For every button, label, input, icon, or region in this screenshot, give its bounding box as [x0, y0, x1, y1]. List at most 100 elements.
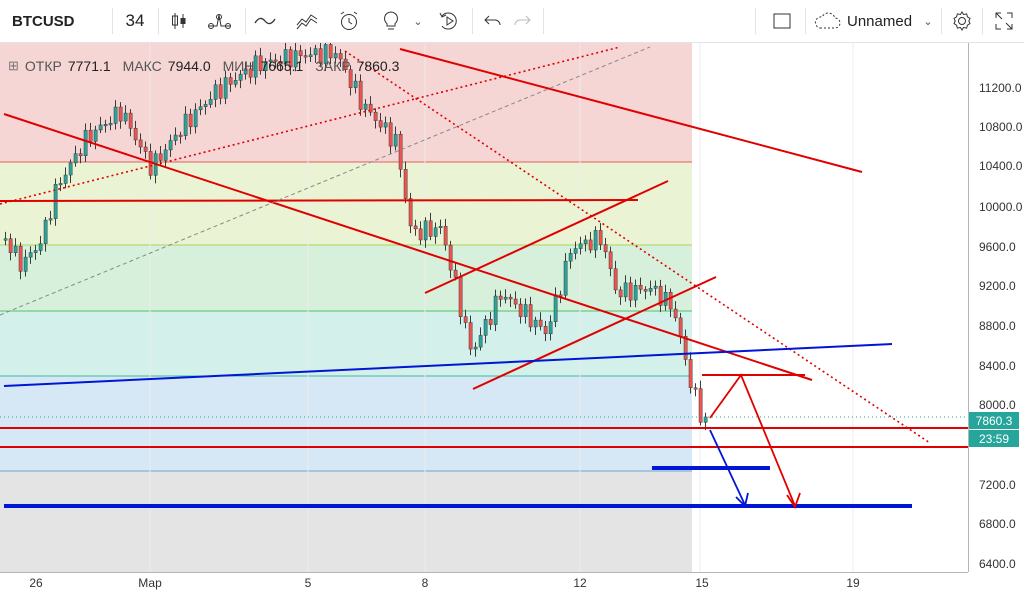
candle-body [308, 54, 313, 58]
candle-body [143, 146, 148, 152]
divider [158, 8, 159, 34]
candle-body [533, 319, 538, 328]
candle-body [188, 113, 193, 128]
candle-body [203, 104, 208, 107]
candle-body [248, 68, 253, 78]
candle-body [193, 109, 198, 128]
candle-body [673, 308, 678, 319]
interval-selector[interactable]: 34 [125, 11, 145, 30]
candle-body [358, 80, 363, 110]
price-tick: 6400.0 [979, 557, 1016, 571]
candle-body [18, 245, 23, 272]
price-tick: 7200.0 [979, 478, 1016, 492]
candle-body [438, 225, 443, 229]
divider [941, 8, 942, 34]
candle-body [433, 227, 438, 237]
replay-icon[interactable] [432, 0, 466, 42]
time-tick: 5 [304, 576, 312, 590]
candle-body [578, 243, 583, 249]
candle-body [263, 61, 268, 72]
layout-icon[interactable] [765, 0, 799, 42]
high-value: 7944.0 [167, 58, 211, 74]
candle-body [3, 238, 8, 241]
candle-body [73, 153, 78, 164]
candle-body [218, 84, 223, 99]
candle-body [393, 134, 398, 147]
chevron-down-icon[interactable]: ⌄ [923, 15, 933, 28]
symbol-search[interactable]: BTCUSD [12, 12, 75, 30]
time-axis[interactable]: 26 Мар 5 8 12 15 19 [0, 572, 968, 593]
layout-name[interactable]: Unnamed [847, 12, 913, 30]
ohlc-legend: ⊞ ОТКР 7771.1 МАКС 7944.0 МИН 7665.1 ЗАК… [8, 58, 405, 74]
price-tick: 11200.0 [979, 81, 1022, 95]
undo-icon[interactable] [476, 0, 510, 42]
price-tick: 8800.0 [979, 319, 1016, 333]
price-tick: 9200.0 [979, 279, 1016, 293]
close-label: ЗАКР [315, 58, 351, 74]
candle-body [283, 49, 288, 65]
blue-trend-line[interactable] [3, 343, 893, 387]
candle-body [123, 112, 128, 122]
idea-icon[interactable] [374, 0, 408, 42]
candle-body [198, 106, 203, 111]
candle-body [423, 220, 428, 241]
candle-body [608, 251, 613, 270]
candle-body [658, 285, 663, 306]
indicators-icon[interactable] [200, 0, 240, 42]
candle-body [28, 252, 33, 258]
price-axis[interactable]: 11200.0 10800.0 10400.0 10000.0 9600.0 9… [968, 43, 1024, 572]
candle-body [323, 44, 328, 64]
divider [755, 8, 756, 34]
candle-body [368, 103, 373, 113]
candle-body [303, 55, 308, 58]
candle-body [313, 48, 318, 56]
settings-icon[interactable]: ⊞ [8, 58, 19, 73]
candle-body [538, 319, 543, 327]
candle-body [613, 268, 618, 291]
divider [112, 8, 113, 34]
compare-icon[interactable] [290, 0, 324, 42]
candle-body [468, 322, 473, 350]
fullscreen-icon[interactable] [987, 0, 1021, 42]
chevron-down-icon[interactable]: ⌄ [413, 15, 423, 28]
candle-body [488, 319, 493, 325]
chart-pane[interactable]: ⊞ ОТКР 7771.1 МАКС 7944.0 МИН 7665.1 ЗАК… [0, 43, 968, 572]
candle-body [118, 106, 123, 122]
candle-body [648, 288, 653, 292]
projection-arrows[interactable] [709, 373, 801, 509]
candle-body [238, 73, 243, 81]
price-tick: 8400.0 [979, 359, 1016, 373]
candle-body [473, 346, 478, 350]
settings-icon[interactable] [945, 0, 979, 42]
cloud-icon[interactable] [810, 0, 844, 42]
candle-body [43, 219, 48, 244]
redo-icon[interactable] [505, 0, 539, 42]
low-value: 7665.1 [260, 58, 304, 74]
candle-body [38, 243, 43, 251]
divider [805, 8, 806, 34]
candle-body [623, 282, 628, 298]
candle-body [588, 239, 593, 251]
candle-body [233, 80, 238, 85]
line-tool-icon[interactable] [248, 0, 282, 42]
divider [472, 8, 473, 34]
candle-body [288, 49, 293, 68]
trend-lines[interactable] [0, 48, 968, 448]
candle-body [633, 285, 638, 301]
price-tick: 6800.0 [979, 517, 1016, 531]
open-value: 7771.1 [67, 58, 111, 74]
gray-dashed-line[interactable] [0, 46, 651, 316]
low-label: МИН [222, 58, 255, 74]
candle-body [638, 285, 643, 290]
candle-body [98, 124, 103, 131]
candle-body [493, 295, 498, 325]
candle-body [168, 140, 173, 151]
alert-icon[interactable] [332, 0, 366, 42]
dotted-trend-lines[interactable] [0, 46, 931, 444]
time-tick: Мар [138, 576, 162, 590]
candle-body [293, 50, 298, 68]
candle-body [113, 106, 118, 124]
candle-body [83, 129, 88, 157]
chart-canvas[interactable] [0, 43, 968, 572]
candles-icon[interactable] [162, 0, 196, 42]
